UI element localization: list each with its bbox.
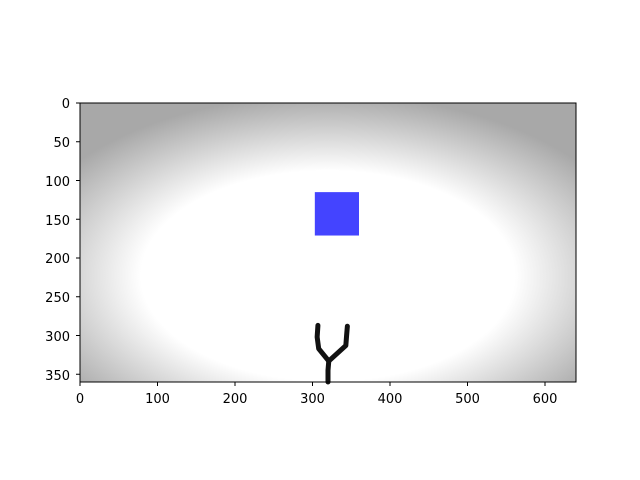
x-tick-label: 300 bbox=[300, 392, 325, 407]
y-tick-label: 50 bbox=[53, 136, 70, 151]
y-axis: 0 50 100 150 200 250 300 350 bbox=[45, 97, 80, 384]
gripper-left-arm bbox=[314, 322, 332, 364]
blue-target-square bbox=[314, 192, 359, 236]
y-tick-label: 350 bbox=[45, 369, 70, 384]
x-tick-label: 200 bbox=[223, 392, 248, 407]
scene-background bbox=[80, 103, 576, 382]
axes-frame bbox=[79, 102, 577, 383]
y-tick-label: 100 bbox=[45, 175, 70, 190]
x-tick-label: 100 bbox=[145, 392, 170, 407]
x-tick-label: 400 bbox=[378, 392, 403, 407]
y-tick-label: 200 bbox=[45, 252, 70, 267]
gripper-stem bbox=[325, 358, 332, 385]
image-panel bbox=[79, 102, 577, 385]
x-tick-label: 500 bbox=[455, 392, 480, 407]
y-tick-label: 150 bbox=[45, 214, 70, 229]
x-tick-label: 0 bbox=[76, 392, 84, 407]
x-axis: 0 100 200 300 400 500 600 bbox=[76, 382, 558, 407]
x-tick-label: 600 bbox=[533, 392, 558, 407]
y-tick-label: 250 bbox=[45, 291, 70, 306]
gripper-arm bbox=[314, 322, 350, 385]
y-tick-label: 0 bbox=[62, 97, 70, 112]
gripper-right-arm bbox=[326, 323, 350, 364]
y-tick-label: 300 bbox=[45, 330, 70, 345]
